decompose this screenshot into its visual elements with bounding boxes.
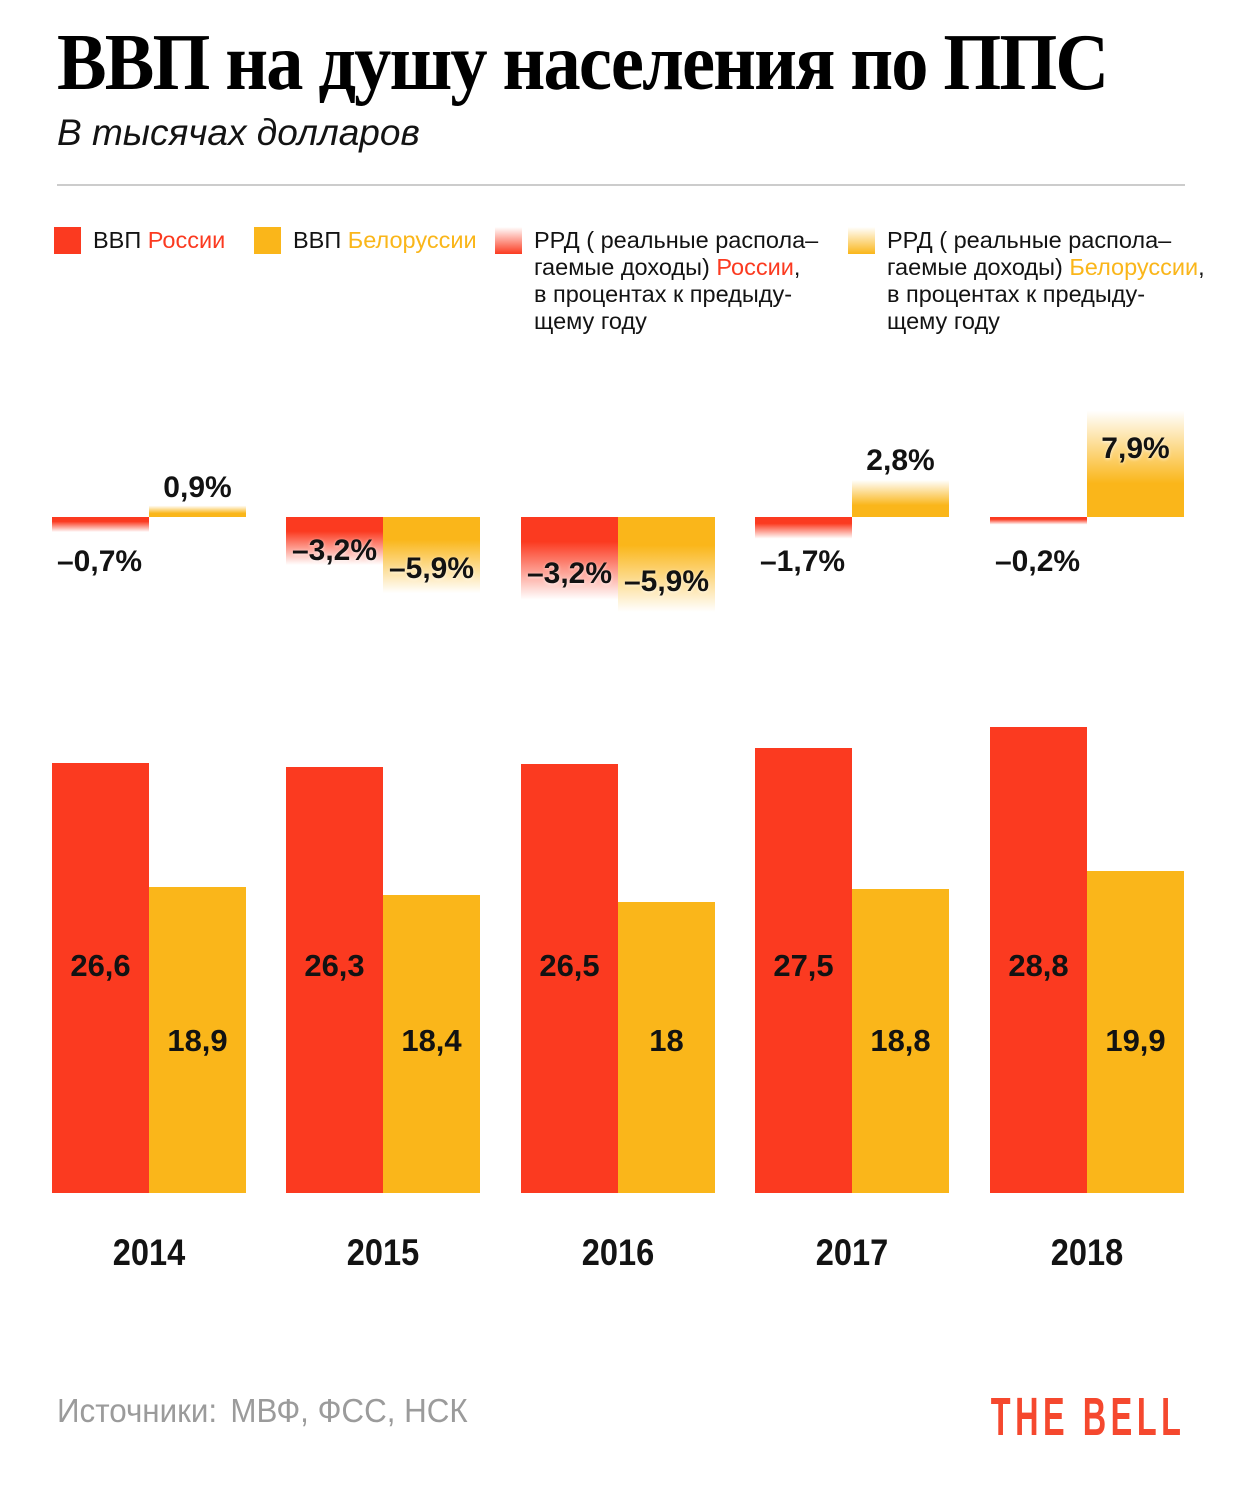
gdp-bar-russia-2018 bbox=[990, 727, 1087, 1193]
rpd-bar-belarus-2016 bbox=[618, 517, 715, 618]
year-label-2017: 2017 bbox=[815, 1232, 889, 1273]
gdp-bar-belarus-2018 bbox=[1087, 871, 1184, 1193]
rpd-label-belarus-2015: –5,9% bbox=[388, 552, 475, 585]
year-label-2014: 2014 bbox=[112, 1232, 186, 1273]
rpd-label-russia-2016: –3,2% bbox=[526, 557, 613, 590]
legend-label: ВВП России bbox=[93, 227, 226, 253]
gdp-belarus-swatch-icon bbox=[254, 227, 281, 254]
gdp-value-belarus-2017: 18,8 bbox=[870, 1023, 931, 1058]
rpd-bar-belarus-2014 bbox=[149, 505, 246, 517]
sources-value: МВФ, ФСС, НСК bbox=[230, 1392, 468, 1429]
legend-label: ВВП Белоруссии bbox=[293, 227, 477, 253]
rpd-bar-russia-2015 bbox=[286, 517, 383, 568]
legend-label: РРД ( реальные распола– гаемые доходы) Р… bbox=[534, 227, 819, 334]
rpd-label-belarus-2018: 7,9% bbox=[1101, 432, 1170, 465]
rpd-label-belarus-2017: 2,8% bbox=[866, 444, 935, 477]
gdp-value-russia-2018: 28,8 bbox=[1008, 948, 1069, 983]
rpd-label-belarus-2014: 0,9% bbox=[163, 471, 232, 504]
gdp-value-russia-2015: 26,3 bbox=[304, 948, 365, 983]
legend-label: РРД ( реальные распола– гаемые доходы) Б… bbox=[887, 227, 1205, 334]
page-title: ВВП на душу населения по ППС bbox=[57, 19, 1109, 107]
rpd-label-russia-2015: –3,2% bbox=[291, 534, 378, 567]
year-label-2018: 2018 bbox=[1050, 1232, 1124, 1273]
sources-label: Источники: bbox=[57, 1392, 218, 1429]
sources-text: Источники: МВФ, ФСС, НСК bbox=[57, 1392, 468, 1430]
gdp-value-russia-2014: 26,6 bbox=[70, 948, 131, 983]
gdp-value-belarus-2018: 19,9 bbox=[1105, 1023, 1166, 1058]
rpd-russia-gradient-swatch-icon bbox=[495, 227, 522, 254]
legend-item-rpd-belarus: РРД ( реальные распола– гаемые доходы) Б… bbox=[848, 227, 1205, 335]
the-bell-logo: THE BELL bbox=[990, 1387, 1185, 1447]
rpd-bar-russia-2018 bbox=[990, 517, 1087, 525]
rpd-label-belarus-2016: –5,9% bbox=[623, 565, 710, 598]
gdp-bar-belarus-2016 bbox=[618, 902, 715, 1193]
gdp-value-russia-2017: 27,5 bbox=[773, 948, 834, 983]
rpd-bar-belarus-2015 bbox=[383, 517, 480, 598]
legend-item-rpd-russia: РРД ( реальные распола– гаемые доходы) Р… bbox=[495, 227, 818, 335]
gdp-bar-belarus-2014 bbox=[149, 887, 246, 1193]
rpd-bar-russia-2017 bbox=[755, 517, 852, 540]
rpd-label-russia-2018: –0,2% bbox=[995, 545, 1081, 578]
gdp-bar-russia-2017 bbox=[755, 748, 852, 1193]
gdp-value-belarus-2016: 18 bbox=[649, 1023, 684, 1058]
gdp-bar-belarus-2017 bbox=[852, 889, 949, 1193]
year-label-2016: 2016 bbox=[581, 1232, 655, 1273]
rpd-label-russia-2017: –1,7% bbox=[760, 545, 846, 578]
legend-item-gdp-belarus: ВВП Белоруссии bbox=[254, 227, 477, 254]
gdp-value-belarus-2014: 18,9 bbox=[167, 1023, 228, 1058]
gdp-bar-russia-2016 bbox=[521, 764, 618, 1193]
gdp-value-belarus-2015: 18,4 bbox=[401, 1023, 462, 1058]
rpd-bar-russia-2016 bbox=[521, 517, 618, 605]
gdp-russia-swatch-icon bbox=[54, 227, 81, 254]
legend-item-gdp-russia: ВВП России bbox=[54, 227, 225, 254]
chart-subtitle: В тысячах долларов bbox=[57, 112, 420, 153]
gdp-bar-russia-2014 bbox=[52, 763, 149, 1193]
rpd-bar-russia-2014 bbox=[52, 517, 149, 533]
rpd-bar-belarus-2018 bbox=[1087, 405, 1184, 517]
gdp-bar-belarus-2015 bbox=[383, 895, 480, 1193]
rpd-label-russia-2014: –0,7% bbox=[57, 545, 143, 578]
gdp-value-russia-2016: 26,5 bbox=[539, 948, 600, 983]
rpd-belarus-gradient-swatch-icon bbox=[848, 227, 875, 254]
gdp-bar-russia-2015 bbox=[286, 767, 383, 1193]
rpd-bar-belarus-2017 bbox=[852, 478, 949, 517]
header-divider bbox=[57, 184, 1185, 186]
year-label-2015: 2015 bbox=[346, 1232, 420, 1273]
